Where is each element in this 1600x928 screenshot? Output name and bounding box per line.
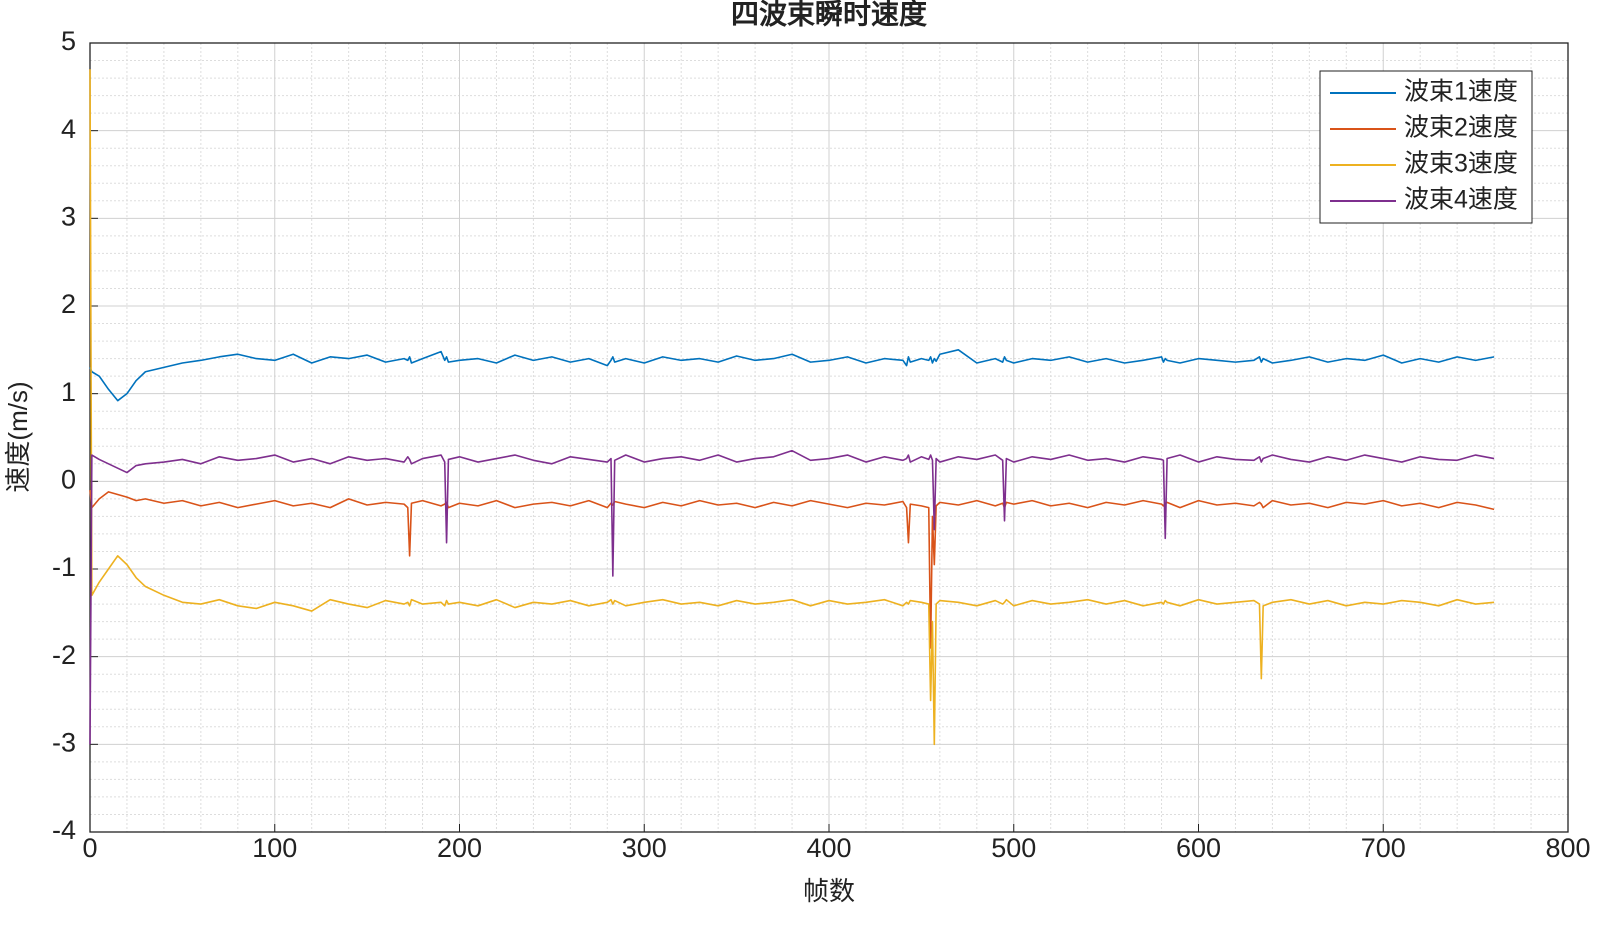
- x-tick-label: 100: [252, 833, 297, 863]
- x-tick-label: 600: [1176, 833, 1221, 863]
- x-tick-label: 300: [622, 833, 667, 863]
- y-tick-label: 3: [61, 201, 76, 231]
- data-line: [89, 69, 1495, 746]
- data-line: [89, 490, 1495, 649]
- legend-label: 波束1速度: [1404, 78, 1518, 106]
- plot-frame: [89, 42, 1569, 833]
- y-tick-label: 2: [61, 289, 76, 319]
- x-tick-label: 500: [991, 833, 1036, 863]
- legend-box: [1319, 70, 1533, 224]
- legend-label: 波束3速度: [1404, 150, 1518, 178]
- data-line: [89, 349, 1495, 402]
- y-tick-label: 4: [61, 114, 76, 144]
- x-tick-label: 800: [1545, 833, 1590, 863]
- y-tick-label: 0: [61, 464, 76, 494]
- y-tick-label: 1: [61, 377, 76, 407]
- y-tick-label: -4: [52, 815, 76, 845]
- y-tick-label: 5: [61, 26, 76, 56]
- x-tick-label: 700: [1361, 833, 1406, 863]
- x-tick-label: 0: [82, 833, 97, 863]
- y-axis-label: 速度(m/s): [3, 381, 33, 492]
- x-axis-label: 帧数: [803, 876, 855, 906]
- legend-label: 波束4速度: [1404, 186, 1518, 214]
- x-tick-label: 200: [437, 833, 482, 863]
- y-tick-label: -2: [52, 640, 76, 670]
- chart-title: 四波束瞬时速度: [731, 0, 927, 29]
- y-tick-label: -1: [52, 552, 76, 582]
- legend-label: 波束2速度: [1404, 114, 1518, 142]
- x-tick-label: 400: [806, 833, 851, 863]
- y-tick-label: -3: [52, 727, 76, 757]
- data-line: [89, 449, 1495, 745]
